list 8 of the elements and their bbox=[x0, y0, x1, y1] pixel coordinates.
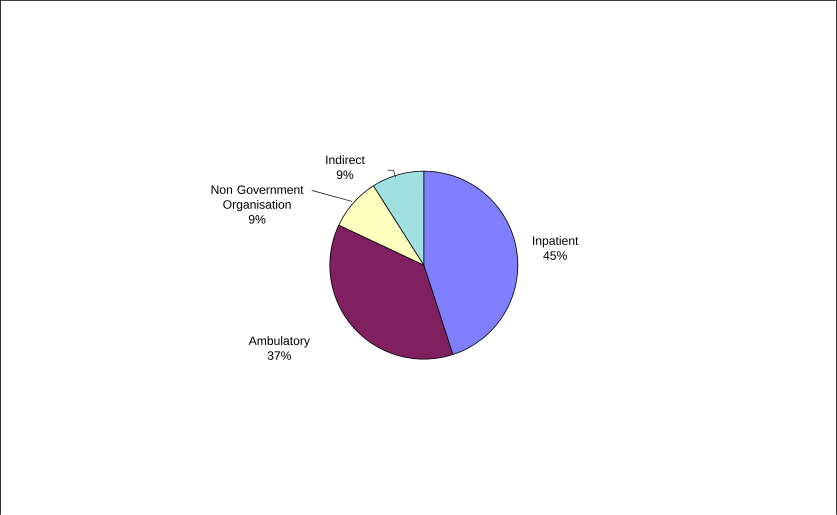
data-label: 45% bbox=[543, 251, 567, 260]
data-label: 9% bbox=[336, 170, 354, 179]
data-label: 9% bbox=[248, 214, 266, 224]
slice-label: Ambulatory bbox=[248, 336, 310, 348]
slice-label: Indirect bbox=[326, 155, 365, 164]
slice-label: Non Government Organisation bbox=[212, 185, 304, 212]
data-label: 37% bbox=[268, 351, 292, 360]
slice-label: Inpatient bbox=[533, 236, 578, 248]
